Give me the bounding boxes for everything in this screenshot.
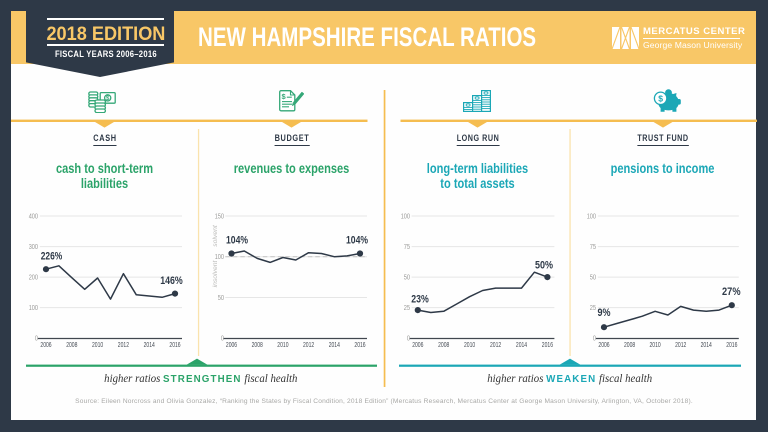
svg-text:2006: 2006 bbox=[226, 340, 237, 349]
svg-text:100: 100 bbox=[215, 254, 224, 261]
svg-text:2014: 2014 bbox=[144, 340, 155, 349]
svg-text:25: 25 bbox=[404, 305, 410, 312]
svg-text:2008: 2008 bbox=[252, 340, 263, 349]
svg-text:2012: 2012 bbox=[490, 340, 501, 349]
svg-text:23%: 23% bbox=[411, 293, 429, 305]
svg-text:2014: 2014 bbox=[329, 340, 340, 349]
svg-text:75: 75 bbox=[404, 244, 410, 251]
svg-text:200: 200 bbox=[29, 275, 38, 282]
svg-text:50: 50 bbox=[404, 275, 410, 282]
svg-text:0: 0 bbox=[407, 336, 410, 343]
svg-text:0: 0 bbox=[593, 336, 596, 343]
svg-text:226%: 226% bbox=[41, 250, 63, 262]
svg-text:$: $ bbox=[106, 96, 110, 102]
svg-text:2010: 2010 bbox=[277, 340, 288, 349]
svg-text:2010: 2010 bbox=[464, 340, 475, 349]
svg-text:insolvent: insolvent bbox=[212, 259, 219, 287]
svg-text:50%: 50% bbox=[535, 259, 553, 271]
svg-text:400: 400 bbox=[29, 213, 38, 220]
svg-text:2016: 2016 bbox=[169, 340, 180, 349]
svg-text:0: 0 bbox=[35, 336, 38, 343]
svg-text:2008: 2008 bbox=[624, 340, 635, 349]
svg-text:2008: 2008 bbox=[66, 340, 77, 349]
svg-text:2006: 2006 bbox=[412, 340, 423, 349]
svg-text:2014: 2014 bbox=[516, 340, 527, 349]
svg-text:2012: 2012 bbox=[118, 340, 129, 349]
svg-text:50: 50 bbox=[590, 275, 596, 282]
svg-text:2014: 2014 bbox=[701, 340, 712, 349]
svg-text:2012: 2012 bbox=[675, 340, 686, 349]
svg-text:300: 300 bbox=[29, 244, 38, 251]
svg-text:100: 100 bbox=[29, 305, 38, 312]
svg-text:$: $ bbox=[658, 93, 663, 103]
svg-text:150: 150 bbox=[215, 213, 224, 220]
svg-text:2016: 2016 bbox=[542, 340, 553, 349]
svg-text:9%: 9% bbox=[598, 307, 611, 319]
svg-text:2016: 2016 bbox=[726, 340, 737, 349]
svg-text:solvent: solvent bbox=[212, 224, 219, 247]
svg-text:104%: 104% bbox=[346, 235, 368, 247]
svg-text:104%: 104% bbox=[226, 235, 248, 247]
svg-text:2008: 2008 bbox=[438, 340, 449, 349]
svg-text:25: 25 bbox=[590, 305, 596, 312]
svg-text:50: 50 bbox=[218, 295, 224, 302]
svg-text:2010: 2010 bbox=[650, 340, 661, 349]
svg-text:2012: 2012 bbox=[303, 340, 314, 349]
svg-text:2010: 2010 bbox=[92, 340, 103, 349]
svg-text:27%: 27% bbox=[722, 286, 741, 298]
svg-text:0: 0 bbox=[221, 336, 224, 343]
svg-text:100: 100 bbox=[401, 213, 410, 220]
svg-text:146%: 146% bbox=[160, 275, 183, 287]
svg-text:2016: 2016 bbox=[354, 340, 365, 349]
svg-text:2006: 2006 bbox=[40, 340, 51, 349]
svg-text:$: $ bbox=[282, 92, 287, 101]
svg-text:75: 75 bbox=[590, 244, 596, 251]
svg-text:100: 100 bbox=[587, 213, 596, 220]
svg-text:2006: 2006 bbox=[598, 340, 609, 349]
